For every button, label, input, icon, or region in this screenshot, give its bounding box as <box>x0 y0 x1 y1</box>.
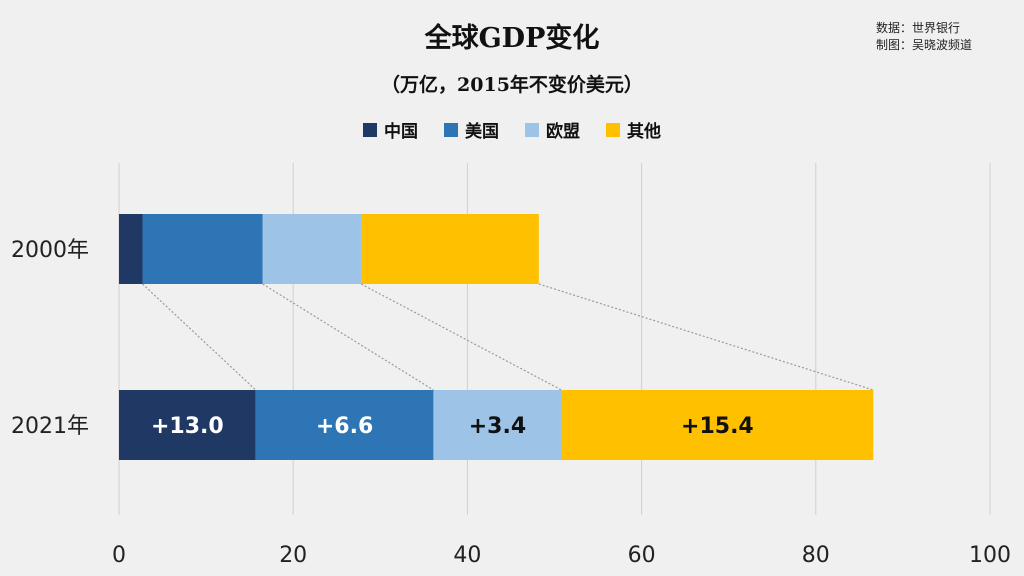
chart-title: 全球GDP变化 <box>424 23 600 54</box>
bar-1-中国 <box>119 390 256 460</box>
legend-label-other: 其他 <box>627 122 661 142</box>
change-label-欧盟: +3.4 <box>469 414 526 439</box>
legend-swatch-usa <box>444 122 458 137</box>
legend-item-china: 中国 <box>363 117 418 142</box>
x-tick-label-0: 0 <box>112 543 126 568</box>
legend-item-other: 其他 <box>606 117 661 142</box>
chart-subtitle: （万亿，2015年不变价美元） <box>381 74 643 96</box>
source-note: 数据：世界银行 制图：吴晓波频道 <box>876 20 972 54</box>
legend-label-china: 中国 <box>384 122 418 142</box>
legend: 中国 美国 欧盟 其他 <box>0 117 1024 142</box>
category-label-0: 2000年 <box>11 238 89 263</box>
connector-line-1 <box>142 283 257 391</box>
bar-1-欧盟 <box>433 390 562 460</box>
x-tick-label-100: 100 <box>969 543 1011 568</box>
category-label-1: 2021年 <box>11 414 89 439</box>
change-label-美国: +6.6 <box>316 414 373 439</box>
x-tick-label-20: 20 <box>279 543 307 568</box>
legend-swatch-other <box>606 122 620 137</box>
bar-0-其他 <box>361 214 539 284</box>
bar-1-美国 <box>255 390 434 460</box>
legend-swatch-china <box>363 122 377 137</box>
x-tick-label-80: 80 <box>802 543 830 568</box>
x-tick-label-60: 60 <box>628 543 656 568</box>
bar-0-欧盟 <box>262 214 362 284</box>
legend-label-usa: 美国 <box>465 122 499 142</box>
connector-line-4 <box>538 283 874 391</box>
connector-line-3 <box>360 283 562 391</box>
source-line-author: 制图：吴晓波频道 <box>876 38 973 52</box>
legend-swatch-eu <box>525 122 539 137</box>
change-label-其他: +15.4 <box>681 414 754 439</box>
x-tick-label-40: 40 <box>453 543 481 568</box>
connector-line-2 <box>262 283 434 391</box>
source-line-data: 数据：世界银行 <box>876 21 961 35</box>
legend-item-eu: 欧盟 <box>525 117 580 142</box>
legend-item-usa: 美国 <box>444 117 499 142</box>
bar-0-美国 <box>142 214 263 284</box>
bar-0-中国 <box>119 214 143 284</box>
change-label-中国: +13.0 <box>151 414 224 439</box>
bar-1-其他 <box>561 390 874 460</box>
legend-label-eu: 欧盟 <box>546 122 580 142</box>
